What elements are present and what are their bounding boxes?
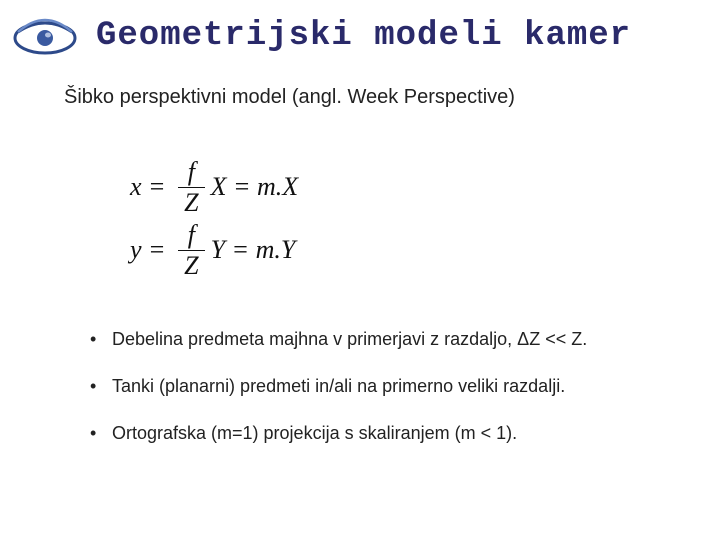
- bullet-item: Debelina predmeta majhna v primerjavi z …: [90, 329, 720, 350]
- bullet-item: Tanki (planarni) predmeti in/ali na prim…: [90, 376, 720, 397]
- equals-sign: =: [142, 236, 173, 265]
- eq1-mult: X: [211, 173, 227, 202]
- slide-subtitle: Šibko perspektivni model (angl. Week Per…: [0, 68, 720, 109]
- equals-sign: =: [142, 173, 173, 202]
- eq2-denominator: Z: [178, 250, 204, 279]
- eye-logo-icon: [10, 12, 80, 60]
- bullet-item: Ortografska (m=1) projekcija s skaliranj…: [90, 423, 720, 444]
- eq1-denominator: Z: [178, 187, 204, 216]
- eq2-mult: Y: [211, 236, 225, 265]
- slide-header: Geometrijski modeli kamer: [0, 0, 720, 68]
- equation-1: x = f Z X = m.X: [130, 159, 720, 216]
- equals-sign: =: [225, 236, 256, 265]
- eq2-fraction: f Z: [178, 222, 204, 279]
- bullet-list: Debelina predmeta majhna v primerjavi z …: [0, 329, 720, 444]
- eq2-numerator: f: [184, 222, 199, 250]
- eq1-fraction: f Z: [178, 159, 204, 216]
- slide-title: Geometrijski modeli kamer: [96, 17, 631, 55]
- eq1-lhs: x: [130, 173, 142, 202]
- eq2-rhs: m.Y: [256, 236, 296, 265]
- equation-block: x = f Z X = m.X y = f Z Y = m.Y: [0, 109, 720, 329]
- eq1-numerator: f: [184, 159, 199, 187]
- eq2-lhs: y: [130, 236, 142, 265]
- equals-sign: =: [226, 173, 257, 202]
- eq1-rhs: m.X: [257, 173, 298, 202]
- equation-2: y = f Z Y = m.Y: [130, 222, 720, 279]
